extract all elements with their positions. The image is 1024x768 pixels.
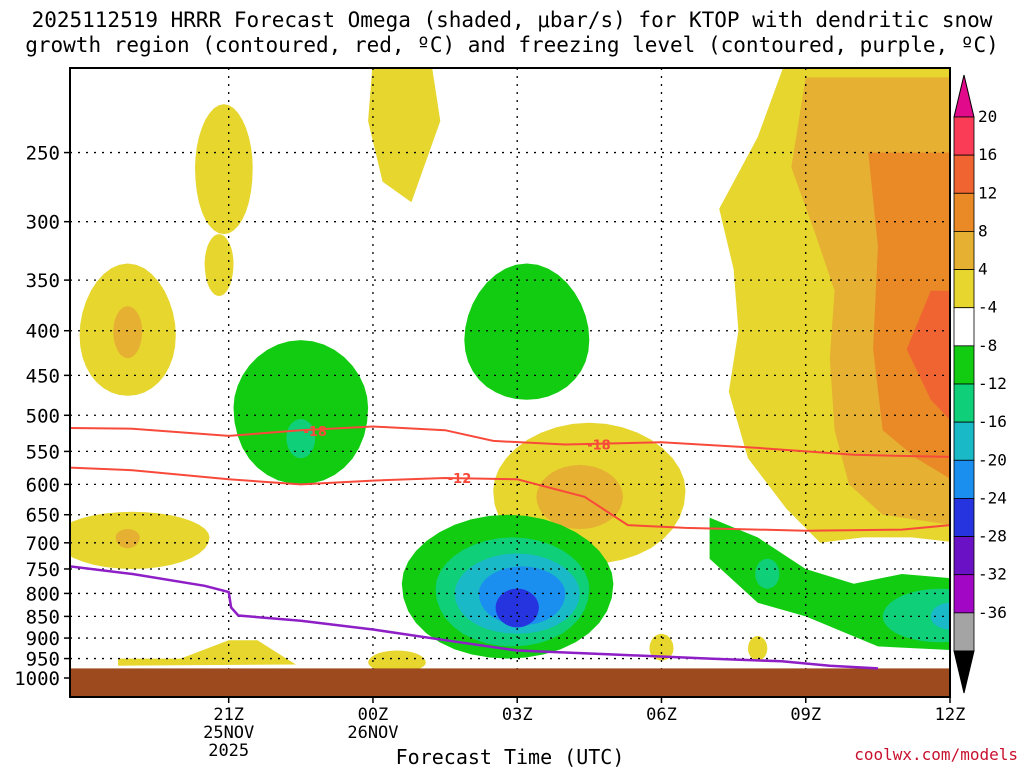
colorbar-swatch-9 — [953, 459, 975, 499]
colorbar-swatch-6 — [953, 345, 975, 385]
omega-region-4-b — [204, 234, 234, 296]
y-tick-label-950: 950 — [26, 649, 60, 671]
colorbar-label-9: -20 — [978, 450, 1007, 469]
x-tick-label-12-0: 06Z — [646, 705, 677, 725]
colorbar: 20 16 12 8 4 -4 -8 -12 -16 -20 -24 -28 -32 -36 — [953, 74, 1007, 694]
credit-label: coolwx.com/models — [854, 745, 1018, 764]
colorbar-swatch-12 — [953, 574, 975, 614]
colorbar-swatch-11 — [953, 536, 975, 576]
colorbar-bottom-arrow — [953, 650, 975, 694]
chart-title-line-1: 2025112519 HRRR Forecast Omega (shaded, … — [31, 8, 993, 32]
colorbar-label-6: -8 — [978, 336, 997, 355]
colorbar-label-13: -36 — [978, 603, 1007, 622]
y-tick-label-500: 500 — [26, 405, 60, 427]
y-tick-label-800: 800 — [26, 583, 60, 605]
x-tick-label-3-0: 21Z — [213, 705, 244, 725]
contour-lines: -18 -18 -12 — [70, 425, 950, 670]
x-tick-label-9-0: 03Z — [502, 705, 533, 725]
contour-label-2: -12 — [448, 472, 472, 487]
omega-region-4-i — [748, 636, 768, 661]
omega-region-4-a — [195, 104, 253, 235]
omega-region-top-4 — [368, 68, 441, 203]
chart-title-line-2: growth region (contoured, red, ºC) and f… — [25, 33, 999, 57]
x-tick-label-3-1: 25NOV — [203, 723, 254, 743]
dgz-contour-line-0 — [70, 425, 950, 458]
omega-region-4-e — [118, 640, 296, 666]
colorbar-swatch-10 — [953, 498, 975, 537]
x-tick-label-15-0: 09Z — [790, 705, 821, 725]
ground-fill — [70, 668, 950, 697]
colorbar-label-0: 20 — [978, 107, 997, 126]
colorbar-label-3: 8 — [978, 221, 988, 240]
omega-region-neg24-a — [495, 588, 539, 628]
colorbar-top-arrow — [953, 74, 975, 118]
omega-region-neg8-a — [233, 340, 369, 485]
y-tick-label-700: 700 — [26, 533, 60, 555]
x-tick-label-3-2: 2025 — [208, 741, 249, 761]
colorbar-label-4: 4 — [978, 260, 988, 279]
contour-label-0: -18 — [303, 425, 327, 440]
y-tick-label-250: 250 — [26, 143, 60, 165]
colorbar-label-1: 16 — [978, 145, 997, 164]
omega-region-4-f — [368, 650, 426, 673]
below-ground-fill — [70, 668, 950, 697]
omega-region-8-c — [536, 464, 623, 529]
omega-region-8-a — [113, 306, 143, 359]
colorbar-label-11: -28 — [978, 527, 1007, 546]
contour-label-1: -18 — [587, 438, 611, 453]
omega-region-neg12-c — [755, 558, 780, 589]
y-axis: 2503003504004505005506006507007508008509… — [14, 143, 70, 690]
omega-region-neg16-b — [930, 602, 950, 630]
omega-region-8-b — [115, 529, 140, 549]
colorbar-label-5: -4 — [978, 298, 997, 317]
colorbar-label-10: -24 — [978, 488, 1007, 507]
x-tick-label-18-0: 12Z — [935, 705, 966, 725]
y-tick-label-650: 650 — [26, 505, 60, 527]
y-tick-label-900: 900 — [26, 628, 60, 650]
y-tick-label-750: 750 — [26, 559, 60, 581]
y-tick-label-400: 400 — [26, 321, 60, 343]
omega-region-4-h — [649, 633, 674, 661]
colorbar-swatch-8 — [953, 421, 975, 461]
y-tick-label-450: 450 — [26, 365, 60, 387]
x-tick-label-6-1: 26NOV — [347, 723, 398, 743]
omega-region-neg12-d — [882, 588, 950, 643]
omega-shading — [70, 68, 950, 673]
dgz-contour-line-1 — [70, 466, 950, 532]
freezing-level-line — [70, 565, 878, 670]
colorbar-swatch-4 — [953, 269, 975, 309]
colorbar-swatch-5 — [953, 307, 975, 347]
colorbar-swatch-3 — [953, 231, 975, 270]
x-axis-label: Forecast Time (UTC) — [396, 745, 625, 768]
colorbar-swatch-7 — [953, 383, 975, 423]
colorbar-swatch-2 — [953, 192, 975, 232]
omega-region-neg8-b — [464, 263, 590, 400]
omega-region-upper-right-16 — [906, 290, 950, 421]
colorbar-label-8: -16 — [978, 412, 1007, 431]
colorbar-swatch-0 — [953, 116, 975, 156]
colorbar-swatch-1 — [953, 154, 975, 194]
colorbar-label-12: -32 — [978, 565, 1007, 584]
y-tick-label-1000: 1000 — [14, 668, 60, 690]
y-tick-label-600: 600 — [26, 474, 60, 496]
plot-frame — [69, 67, 951, 698]
y-tick-label-350: 350 — [26, 270, 60, 292]
colorbar-swatch-13 — [953, 612, 975, 652]
omega-region-4-d — [70, 511, 210, 569]
colorbar-label-7: -12 — [978, 374, 1007, 393]
y-tick-label-850: 850 — [26, 606, 60, 628]
y-tick-label-300: 300 — [26, 212, 60, 234]
y-tick-label-550: 550 — [26, 441, 60, 463]
x-tick-label-6-0: 00Z — [358, 705, 389, 725]
colorbar-label-2: 12 — [978, 183, 997, 202]
